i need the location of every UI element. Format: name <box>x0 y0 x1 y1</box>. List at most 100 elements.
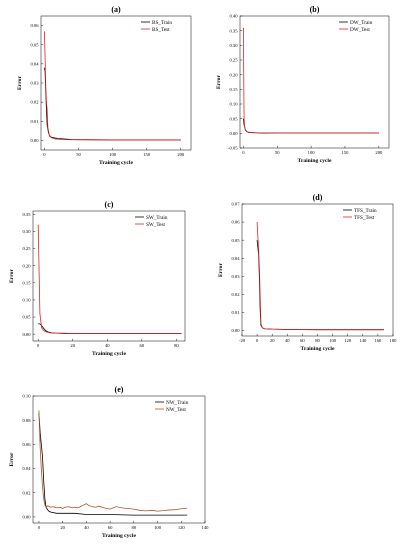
panel-label: (c) <box>105 200 114 209</box>
y-tick-label: 0.00 <box>22 515 31 520</box>
x-tick-label: 20 <box>60 525 65 530</box>
x-tick-label: 200 <box>177 152 185 157</box>
x-tick-label: 20 <box>270 338 275 343</box>
x-tick-label: 100 <box>109 152 117 157</box>
x-tick-label: 180 <box>390 338 398 343</box>
x-tick-label: 60 <box>300 338 305 343</box>
y-tick-label: 0.01 <box>30 119 39 124</box>
series-line-nw-test <box>38 410 188 512</box>
x-tick-label: 100 <box>308 150 316 155</box>
panel-label: (e) <box>115 385 124 394</box>
y-tick-label: -0.05 <box>228 146 238 151</box>
y-tick-label: 0.06 <box>30 23 39 28</box>
x-tick-label: 50 <box>275 150 280 155</box>
x-tick-label: 60 <box>108 525 113 530</box>
panel-label: (b) <box>310 5 320 14</box>
y-tick-label: 0.02 <box>30 100 39 105</box>
y-tick-label: 0.15 <box>22 280 31 285</box>
y-tick-label: 0.25 <box>229 58 238 63</box>
y-axis-title: Error <box>216 75 222 89</box>
y-tick-label: 0.06 <box>231 220 240 225</box>
y-tick-label: 0.10 <box>229 102 238 107</box>
chart-panel-5: (e) 0 20 40 60 80 100 120 140 0.00 0.02 0.04 0.06 0.0… <box>9 385 209 539</box>
x-axis-title: Training cycle <box>298 158 332 164</box>
x-tick-label: 150 <box>342 150 350 155</box>
series-line-dw-test <box>242 27 379 134</box>
x-tick-label: 140 <box>202 525 210 530</box>
x-tick-label: 40 <box>285 338 290 343</box>
panel-label: (d) <box>313 193 323 202</box>
y-tick-label: 0.01 <box>231 310 240 315</box>
x-tick-label: 20 <box>70 343 75 348</box>
y-tick-label: 0.03 <box>231 274 240 279</box>
series-line-tfs-test <box>256 222 384 331</box>
x-tick-label: 50 <box>76 152 81 157</box>
x-axis-title: Training cycle <box>102 533 136 539</box>
series-line-nw-train <box>38 412 188 516</box>
chart-panel-2: (b) 0 50 100 150 200 -0.05 0.00 0.05 0.10 0.15 0.20… <box>216 5 390 164</box>
y-tick-label: 0.25 <box>22 246 31 251</box>
y-tick-label: 0.30 <box>22 229 31 234</box>
y-tick-label: 0.20 <box>229 72 238 77</box>
x-tick-label: 60 <box>140 343 145 348</box>
y-tick-label: 0.05 <box>30 42 39 47</box>
series-line-sw-train <box>38 323 182 335</box>
y-tick-label: 0.04 <box>231 256 240 261</box>
y-tick-label: 0.00 <box>30 138 39 143</box>
y-axis-title: Error <box>9 269 15 283</box>
x-tick-label: 0 <box>38 525 41 530</box>
y-tick-label: 0.00 <box>229 131 238 136</box>
y-tick-label: 0.20 <box>22 263 31 268</box>
x-tick-label: 100 <box>154 525 162 530</box>
x-axis-title: Training cycle <box>301 346 335 352</box>
y-tick-label: 0.10 <box>22 298 31 303</box>
chart-panel-1: (a) 0 50 100 150 200 0.00 0.01 0.02 0.03 0.04 0.05 0… <box>17 5 192 166</box>
panel-label: (a) <box>111 5 121 14</box>
y-tick-label: 0.05 <box>231 238 240 243</box>
x-tick-label: 0 <box>37 343 40 348</box>
plot-frame <box>32 395 206 524</box>
legend-entry: SW_Test <box>146 222 166 228</box>
y-tick-label: 0.05 <box>229 116 238 121</box>
legend-entry: BS_Test <box>152 27 170 33</box>
series-line-dw-train <box>242 118 379 134</box>
plot-frame <box>40 15 192 151</box>
plot-frame <box>32 210 186 342</box>
y-tick-label: 0.08 <box>22 418 31 423</box>
legend-entry: DW_Test <box>350 27 370 33</box>
y-tick-label: 0.02 <box>231 292 240 297</box>
x-tick-label: 0 <box>256 338 259 343</box>
x-tick-label: 120 <box>178 525 186 530</box>
legend-entry: TFS_Test <box>354 215 375 221</box>
legend-entry: DW_Train <box>350 20 373 26</box>
plot-frame <box>239 15 390 149</box>
y-axis-title: Error <box>9 452 15 466</box>
x-tick-label: 120 <box>344 338 352 343</box>
y-axis-title: Error <box>218 263 224 277</box>
x-axis-title: Training cycle <box>99 160 133 166</box>
y-tick-label: 0.35 <box>22 212 31 217</box>
y-axis-title: Error <box>17 76 23 90</box>
x-tick-label: 80 <box>132 525 137 530</box>
series-line-bs-train <box>44 67 181 141</box>
series-line-sw-test <box>37 224 182 334</box>
y-tick-label: 0.35 <box>229 28 238 33</box>
legend-entry: SW_Train <box>146 215 168 221</box>
x-tick-label: 40 <box>84 525 89 530</box>
chart-panel-3: (c) 0 20 40 60 80 0.00 0.05 0.10 0.15 0.20 0.25 0.30… <box>9 200 186 357</box>
x-tick-label: 150 <box>143 152 151 157</box>
legend-entry: NW_Train <box>166 400 189 406</box>
x-tick-label: 0 <box>242 150 245 155</box>
y-tick-label: 0.02 <box>22 490 31 495</box>
plot-frame <box>241 203 394 337</box>
legend-entry: TFS_Train <box>354 208 377 214</box>
y-tick-label: 0.05 <box>22 315 31 320</box>
x-tick-label: 100 <box>329 338 337 343</box>
y-tick-label: 0.00 <box>231 328 240 333</box>
